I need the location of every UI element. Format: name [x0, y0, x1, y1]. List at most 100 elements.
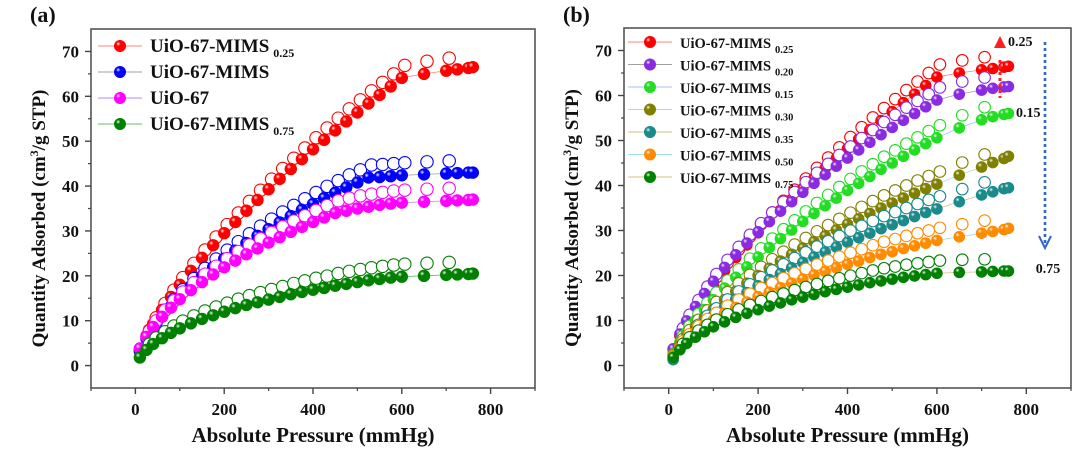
- legend-item[interactable]: UiO-67-MIMS 0.25: [628, 36, 793, 56]
- point-highlight: [362, 274, 375, 287]
- desorption-point: [933, 58, 947, 71]
- legend-marker-highlight: [644, 36, 656, 48]
- point-highlight: [206, 309, 220, 322]
- legend-item[interactable]: UiO-67-MIMS 0.35: [628, 126, 793, 146]
- point-highlight: [986, 225, 999, 238]
- desorption-point: [877, 235, 891, 249]
- desorption-point: [821, 274, 835, 288]
- point-highlight: [698, 287, 711, 300]
- point-highlight: [741, 237, 753, 249]
- legend-subscript: 0.35: [775, 135, 793, 146]
- legend-item[interactable]: UiO-67-MIMS: [98, 62, 269, 83]
- desorption-point: [933, 189, 947, 203]
- desorption-point: [364, 260, 379, 275]
- desorption-point: [978, 100, 991, 114]
- desorption-point: [386, 156, 401, 171]
- point-highlight: [218, 261, 231, 274]
- point-highlight: [229, 254, 242, 267]
- desorption-point: [955, 108, 969, 122]
- point-highlight: [340, 115, 353, 128]
- point-highlight: [218, 305, 231, 318]
- desorption-point: [933, 221, 947, 235]
- panel-label: (a): [30, 2, 56, 27]
- x-tick-label: 800: [1014, 400, 1040, 419]
- x-tick-label: 0: [131, 400, 140, 419]
- point-highlight: [451, 268, 464, 281]
- point-highlight: [466, 267, 480, 280]
- point-highlight: [841, 184, 854, 197]
- legend-item[interactable]: UiO-67-MIMS 0.20: [628, 58, 793, 79]
- point-highlight: [395, 169, 408, 182]
- legend-label: UiO-67-MIMS 0.35: [680, 126, 793, 146]
- legend-label: UiO-67-MIMS 0.75: [680, 171, 793, 191]
- legend-item[interactable]: UiO-67-MIMS 0.50: [628, 148, 793, 169]
- desorption-point: [955, 217, 969, 231]
- legend-item[interactable]: UiO-67-MIMS 0.30: [628, 103, 793, 124]
- desorption-point: [442, 255, 456, 270]
- desorption-point: [866, 264, 880, 277]
- legend-item[interactable]: UiO-67-MIMS 0.15: [628, 81, 793, 101]
- y-tick-label: 0: [604, 357, 613, 376]
- desorption-point: [866, 238, 880, 252]
- y-tick-label: 20: [62, 267, 79, 286]
- point-highlight: [240, 248, 253, 261]
- desorption-point: [911, 131, 924, 144]
- desorption-point: [877, 150, 891, 164]
- point-highlight: [953, 88, 966, 100]
- desorption-point: [888, 205, 902, 219]
- point-highlight: [919, 137, 932, 150]
- point-highlight: [295, 152, 309, 166]
- point-highlight: [841, 152, 854, 164]
- y-axis-label-main: Quantity Adsorbed (cm: [29, 156, 50, 347]
- point-highlight: [440, 64, 453, 77]
- point-highlight: [146, 320, 160, 334]
- point-highlight: [830, 192, 843, 204]
- y-tick-label: 10: [62, 312, 79, 331]
- point-highlight: [306, 143, 320, 156]
- legend-label: UiO-67-MIMS 0.50: [680, 149, 793, 169]
- point-highlight: [931, 234, 943, 247]
- desorption-point: [978, 148, 991, 161]
- point-highlight: [774, 297, 787, 309]
- point-highlight: [466, 193, 480, 206]
- point-highlight: [875, 163, 887, 176]
- legend-name: UiO-67-MIMS: [680, 59, 771, 75]
- panel-label: (b): [563, 2, 590, 27]
- point-highlight: [1002, 265, 1015, 277]
- point-highlight: [384, 169, 397, 183]
- desorption-point: [855, 200, 869, 214]
- point-highlight: [830, 241, 843, 253]
- point-highlight: [351, 176, 364, 189]
- legend-item[interactable]: UiO-67: [98, 88, 210, 109]
- legend-item[interactable]: UiO-67-MIMS 0.75: [98, 114, 294, 138]
- y-tick-label: 60: [595, 87, 612, 106]
- point-highlight: [155, 331, 169, 345]
- point-highlight: [830, 160, 843, 172]
- point-highlight: [351, 275, 364, 289]
- point-highlight: [953, 195, 966, 208]
- legend-name: UiO-67-MIMS: [680, 149, 771, 165]
- point-highlight: [698, 325, 711, 338]
- point-highlight: [785, 195, 798, 208]
- legend-label: UiO-67-MIMS 0.20: [680, 59, 793, 79]
- desorption-point: [978, 252, 991, 266]
- point-highlight: [164, 301, 178, 314]
- y-tick-label: 70: [595, 42, 612, 61]
- desorption-point: [877, 261, 891, 275]
- desorption-point: [832, 271, 846, 285]
- point-highlight: [741, 307, 753, 320]
- x-tick-label: 0: [664, 400, 673, 419]
- y-tick-label: 40: [62, 177, 79, 196]
- desorption-point: [877, 115, 891, 129]
- point-highlight: [206, 268, 220, 281]
- point-highlight: [875, 248, 887, 261]
- point-highlight: [340, 204, 353, 217]
- legend-item[interactable]: UiO-67-MIMS 0.75: [628, 171, 793, 191]
- desorption-point: [398, 183, 412, 197]
- legend-item[interactable]: UiO-67-MIMS 0.25: [98, 36, 294, 60]
- point-highlight: [689, 331, 702, 343]
- desorption-point: [442, 154, 456, 168]
- point-highlight: [284, 225, 297, 239]
- point-highlight: [897, 242, 910, 255]
- point-highlight: [986, 156, 999, 169]
